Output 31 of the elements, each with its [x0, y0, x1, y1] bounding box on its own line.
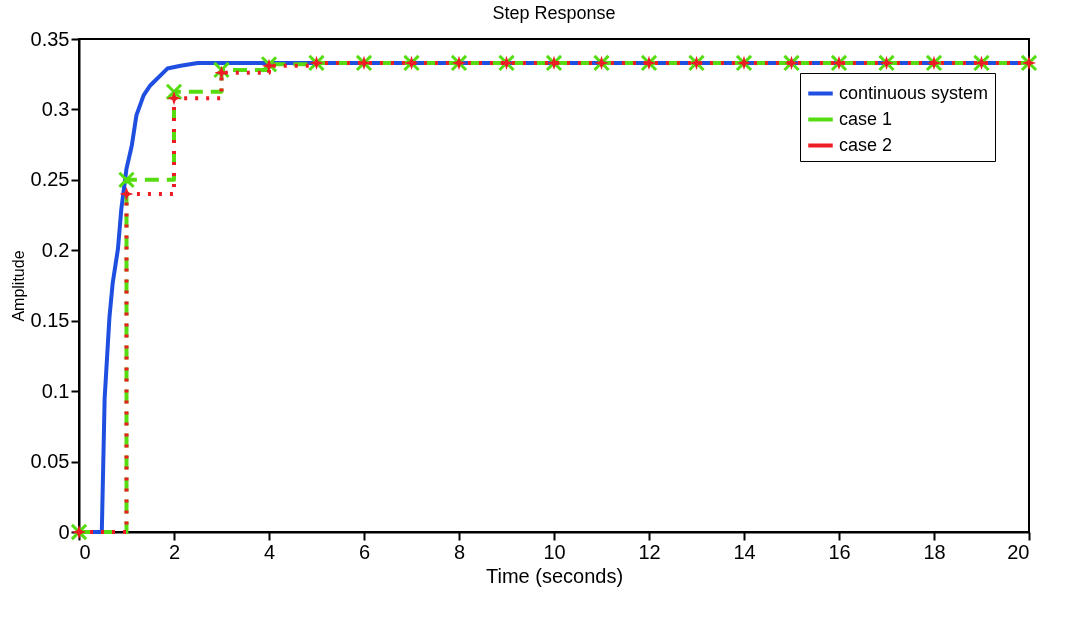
x-tick-label: 14 [733, 540, 756, 563]
point [212, 61, 231, 79]
y-tick-label: 0.35 [30, 27, 70, 50]
y-tick-label: 0 [58, 520, 70, 543]
point [117, 171, 136, 189]
y-tick-label: 0.2 [41, 238, 70, 261]
y-tick-label: 0.25 [30, 168, 70, 191]
x-tick-label: 18 [923, 540, 946, 563]
y-tick-label: 0.3 [41, 97, 70, 120]
x-tick-label: 16 [828, 540, 851, 563]
x-tick-label: 0 [79, 540, 91, 563]
y-axis-title: Amplitude [9, 250, 27, 322]
legend-label: continuous system [839, 82, 989, 103]
legend-label: case 2 [839, 134, 893, 155]
x-tick-label: 20 [1007, 540, 1030, 563]
legend-label: case 1 [839, 108, 893, 129]
x-tick-label: 10 [543, 540, 566, 563]
x-tick-label: 6 [358, 540, 371, 563]
x-tick-label: 2 [168, 540, 181, 563]
point [166, 91, 182, 106]
x-axis-title: Time (seconds) [485, 564, 624, 587]
point [165, 83, 183, 101]
chart-title: Step Response [492, 3, 616, 23]
point [119, 186, 134, 202]
x-tick-label: 8 [453, 540, 466, 563]
y-tick-label: 0.05 [30, 450, 70, 473]
x-tick-label: 12 [638, 540, 661, 563]
point [214, 65, 229, 80]
x-tick-label: 4 [263, 540, 276, 563]
y-tick-label: 0.1 [41, 379, 70, 402]
y-tick-label: 0.15 [30, 309, 70, 332]
